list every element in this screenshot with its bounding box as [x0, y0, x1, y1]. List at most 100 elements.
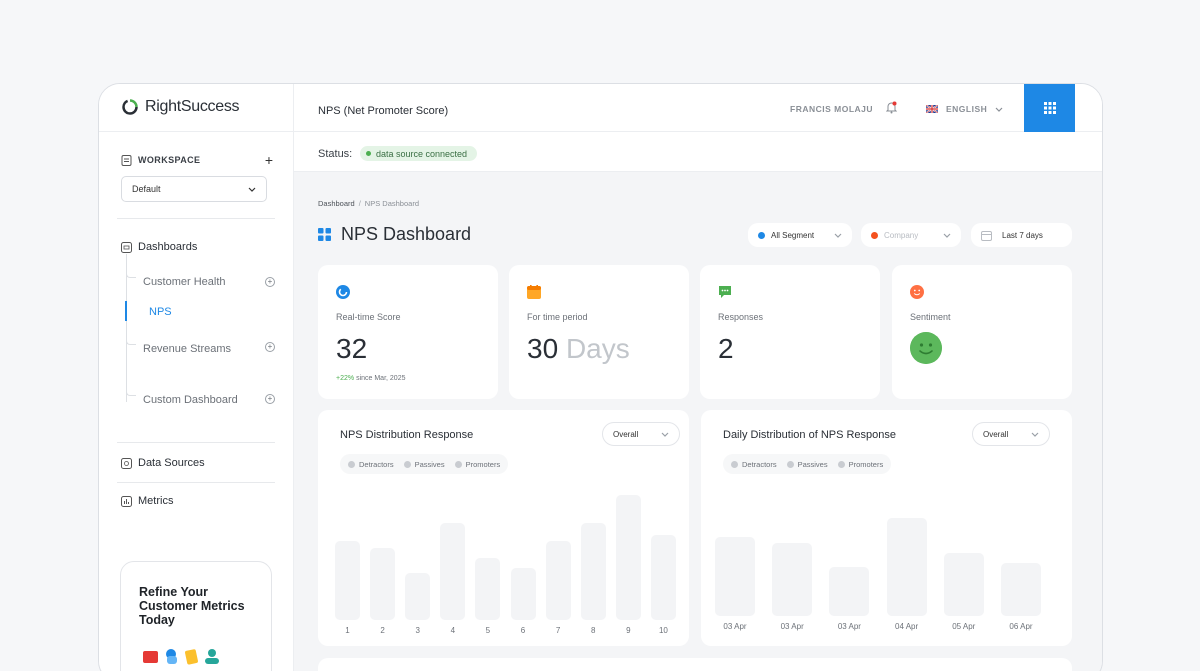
- chart-bar[interactable]: [886, 518, 927, 616]
- status-label: Status:: [318, 148, 353, 160]
- overall-select[interactable]: Overall: [602, 422, 680, 446]
- breadcrumb-root[interactable]: Dashboard: [318, 199, 355, 208]
- x-tick-label: 9: [626, 626, 631, 635]
- divider: [117, 218, 275, 219]
- divider: [117, 482, 275, 483]
- x-tick-label: 03 Apr: [837, 622, 861, 631]
- nps-distribution-panel: NPS Distribution Response Overall Detrac…: [318, 410, 689, 646]
- chart-bar[interactable]: [829, 567, 870, 616]
- workspace-label: WORKSPACE: [138, 155, 201, 165]
- grid-icon: [1043, 102, 1056, 114]
- segment-value: All Segment: [771, 230, 815, 240]
- score-change-pct: +22%: [336, 375, 355, 382]
- chart-bar[interactable]: [475, 557, 501, 620]
- chevron-down-icon: [1031, 432, 1039, 437]
- sidebar: RightSuccess WORKSPACE + Default Dashboa…: [99, 84, 294, 671]
- divider: [117, 442, 275, 443]
- x-tick-label: 7: [555, 626, 561, 635]
- chart-plot-area: 1 2 3 4 5 6 7 8 9 10: [318, 410, 689, 646]
- x-tick-label: 3: [415, 626, 420, 635]
- main-content: Dashboard / NPS Dashboard NPS Dashboard Al…: [294, 172, 1102, 671]
- calendar-icon: [527, 285, 541, 299]
- chart-bar[interactable]: [405, 572, 431, 620]
- chevron-down-icon: [248, 187, 256, 192]
- clipboard-icon: [121, 155, 132, 166]
- calendar-icon: [981, 230, 992, 241]
- chart-title: Daily Distribution of NPS Response: [723, 429, 897, 441]
- apps-grid-button[interactable]: [1024, 84, 1075, 132]
- period-card: For time period 30 Days: [509, 265, 689, 399]
- chevron-down-icon: [834, 233, 842, 238]
- chart-bar[interactable]: [943, 553, 984, 616]
- overall-select-value: Overall: [613, 429, 639, 439]
- legend-passives[interactable]: Passives: [403, 460, 445, 469]
- chart-bar[interactable]: [545, 541, 571, 620]
- overall-select[interactable]: Overall: [972, 422, 1050, 446]
- x-tick-label: 03 Apr: [723, 622, 747, 631]
- legend-passives[interactable]: Passives: [786, 460, 828, 469]
- sidebar-item-custom-dashboard[interactable]: Custom Dashboard: [143, 394, 238, 406]
- bottom-card: [318, 658, 1072, 671]
- chart-plot-area: 03 Apr 03 Apr 03 Apr 04 Apr 05 Apr 06 Apr: [701, 410, 1072, 646]
- breadcrumb: Dashboard / NPS Dashboard: [318, 199, 419, 208]
- legend-promoters[interactable]: Promoters: [837, 460, 883, 469]
- smiley-face-icon: [910, 332, 942, 364]
- chart-bar[interactable]: [1001, 563, 1041, 616]
- dashboard-grid-icon: [318, 228, 331, 241]
- x-tick-label: 4: [450, 626, 456, 635]
- brand-name: RightSuccess: [145, 98, 240, 115]
- page-title: NPS Dashboard: [318, 224, 471, 245]
- divider: [99, 131, 294, 132]
- chart-bar[interactable]: [335, 541, 360, 620]
- legend-promoters[interactable]: Promoters: [454, 460, 500, 469]
- chevron-down-icon: [943, 233, 951, 238]
- chevron-down-icon: [661, 432, 669, 437]
- chevron-down-icon: [995, 107, 1003, 112]
- nav-dashboards-label: Dashboards: [138, 241, 198, 253]
- x-tick-label: 06 Apr: [1009, 622, 1033, 631]
- promo-card[interactable]: Refine Your Customer Metrics Today: [120, 561, 272, 671]
- date-range-filter[interactable]: Last 7 days: [971, 223, 1072, 247]
- add-workspace-button[interactable]: +: [264, 152, 273, 168]
- sidebar-item-revenue-streams[interactable]: Revenue Streams: [143, 343, 232, 355]
- promo-text: Refine Your Customer Metrics Today: [139, 585, 245, 627]
- company-placeholder: Company: [884, 230, 919, 240]
- chart-bar[interactable]: [650, 535, 676, 620]
- segment-filter[interactable]: All Segment: [748, 223, 852, 247]
- notification-button[interactable]: [885, 101, 898, 119]
- segment-dot-icon: [758, 231, 765, 239]
- add-circle-icon[interactable]: +: [265, 342, 275, 352]
- logo[interactable]: RightSuccess: [121, 98, 240, 116]
- chart-bar[interactable]: [580, 522, 606, 620]
- user-name[interactable]: FRANCIS MOLAJU: [790, 104, 874, 114]
- chart-bar[interactable]: [715, 536, 755, 616]
- chart-title: NPS Distribution Response: [340, 429, 474, 441]
- language-selector[interactable]: ENGLISH: [926, 104, 1003, 114]
- chart-bar[interactable]: [615, 495, 641, 620]
- legend-detractors[interactable]: Detractors: [348, 460, 394, 469]
- add-circle-icon[interactable]: +: [265, 277, 275, 287]
- score-value: 32: [336, 333, 368, 364]
- x-tick-label: 04 Apr: [895, 622, 919, 631]
- chart-bar[interactable]: [440, 522, 466, 620]
- sidebar-item-nps[interactable]: NPS: [149, 306, 172, 318]
- active-indicator: [125, 301, 127, 321]
- period-value: 30 Days: [527, 333, 630, 365]
- chart-bar[interactable]: [370, 547, 396, 620]
- sentiment-card: Sentiment: [892, 265, 1072, 399]
- tree-branch: [126, 388, 136, 396]
- nav-metrics[interactable]: Metrics: [121, 495, 173, 507]
- chart-bar[interactable]: [772, 543, 813, 616]
- x-tick-label: 6: [520, 626, 526, 635]
- nav-data-sources[interactable]: Data Sources: [121, 457, 205, 469]
- legend-detractors[interactable]: Detractors: [731, 460, 777, 469]
- period-label: For time period: [527, 312, 588, 322]
- sentiment-label: Sentiment: [910, 312, 951, 322]
- promo-illustration-icon: [143, 649, 219, 665]
- workspace-select[interactable]: Default: [121, 176, 267, 202]
- company-filter[interactable]: Company: [861, 223, 961, 247]
- sidebar-item-customer-health[interactable]: Customer Health: [143, 276, 226, 288]
- chart-bar[interactable]: [510, 567, 536, 620]
- add-circle-icon[interactable]: +: [265, 394, 275, 404]
- nav-dashboards[interactable]: Dashboards: [121, 241, 197, 253]
